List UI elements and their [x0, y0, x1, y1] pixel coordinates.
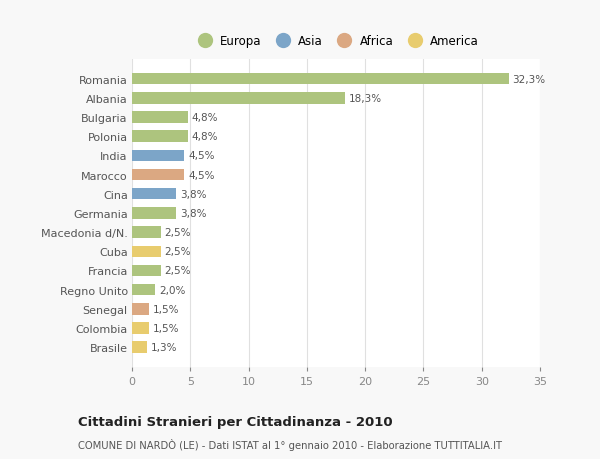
Bar — [132, 73, 509, 85]
Text: 4,8%: 4,8% — [191, 132, 218, 142]
Bar — [132, 265, 161, 277]
Bar — [132, 112, 188, 123]
Text: 4,8%: 4,8% — [191, 113, 218, 123]
Text: 3,8%: 3,8% — [180, 189, 206, 199]
Bar — [132, 284, 155, 296]
Text: 2,5%: 2,5% — [164, 266, 191, 276]
Bar — [132, 342, 147, 353]
Text: 1,5%: 1,5% — [153, 304, 179, 314]
Text: 1,3%: 1,3% — [151, 342, 177, 353]
Bar — [132, 227, 161, 238]
Bar — [132, 131, 188, 143]
Text: 32,3%: 32,3% — [512, 74, 545, 84]
Text: 1,5%: 1,5% — [153, 323, 179, 333]
Text: 2,5%: 2,5% — [164, 247, 191, 257]
Text: Cittadini Stranieri per Cittadinanza - 2010: Cittadini Stranieri per Cittadinanza - 2… — [78, 415, 392, 428]
Bar — [132, 246, 161, 257]
Bar — [132, 323, 149, 334]
Bar — [132, 207, 176, 219]
Bar — [132, 303, 149, 315]
Bar — [132, 169, 184, 181]
Text: 4,5%: 4,5% — [188, 151, 214, 161]
Text: 2,5%: 2,5% — [164, 228, 191, 238]
Bar — [132, 93, 346, 104]
Text: 4,5%: 4,5% — [188, 170, 214, 180]
Text: 18,3%: 18,3% — [349, 94, 382, 104]
Text: 2,0%: 2,0% — [159, 285, 185, 295]
Text: 3,8%: 3,8% — [180, 208, 206, 218]
Bar — [132, 189, 176, 200]
Bar — [132, 150, 184, 162]
Legend: Europa, Asia, Africa, America: Europa, Asia, Africa, America — [193, 35, 479, 48]
Text: COMUNE DI NARDÒ (LE) - Dati ISTAT al 1° gennaio 2010 - Elaborazione TUTTITALIA.I: COMUNE DI NARDÒ (LE) - Dati ISTAT al 1° … — [78, 438, 502, 450]
